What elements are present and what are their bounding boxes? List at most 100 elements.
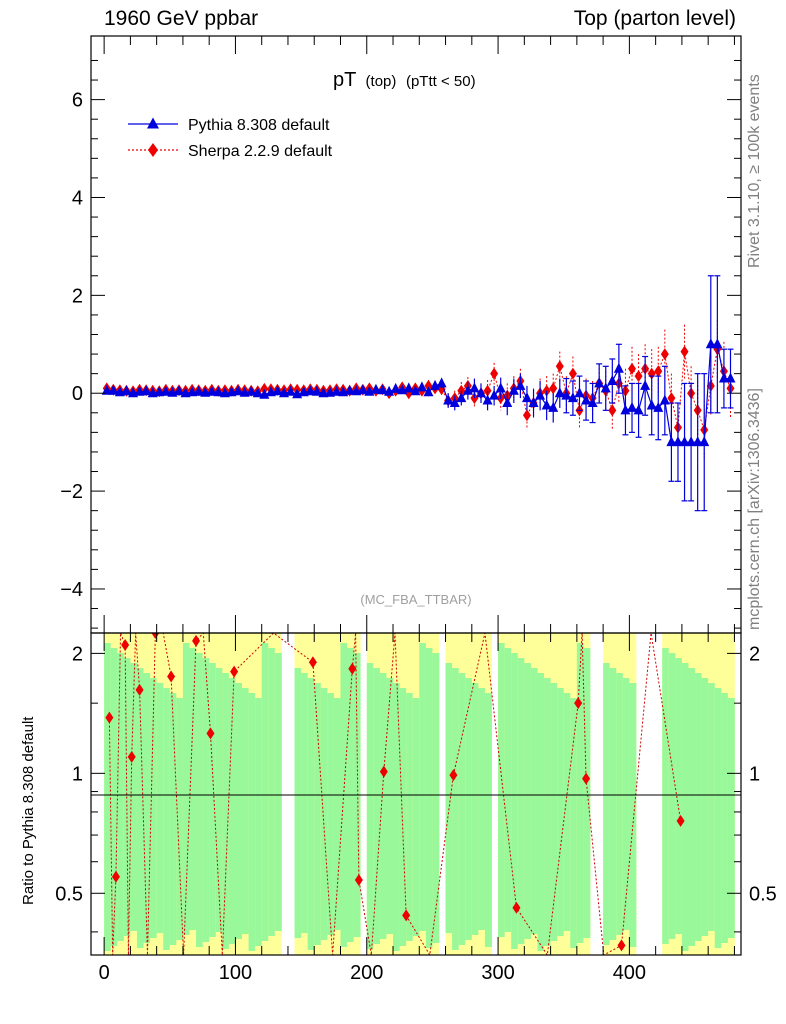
y-tick-label-ratio-right: 2 xyxy=(749,643,760,665)
band-green xyxy=(366,663,374,949)
ratio-point-sherpa xyxy=(512,901,521,914)
band-green xyxy=(419,643,427,931)
band-green xyxy=(511,653,519,949)
ratio-point-sherpa xyxy=(379,765,388,778)
band-green xyxy=(373,668,381,944)
y-tick-label-main: −2 xyxy=(60,481,83,503)
band-green xyxy=(255,698,263,946)
point-pythia xyxy=(528,397,539,408)
band-green xyxy=(662,648,670,944)
point-pythia xyxy=(252,387,263,398)
ratio-point-sherpa xyxy=(574,697,583,710)
ratio-y-axis-label: Ratio to Pythia 8.308 default xyxy=(20,716,37,905)
point-pythia xyxy=(436,377,447,388)
band-green xyxy=(445,663,453,933)
point-pythia xyxy=(502,397,513,408)
point-pythia xyxy=(489,389,500,400)
point-pythia xyxy=(311,385,322,396)
point-pythia xyxy=(607,374,618,385)
point-sherpa xyxy=(555,360,564,373)
band-green xyxy=(478,688,486,930)
point-pythia xyxy=(377,384,388,395)
x-tick-label: 100 xyxy=(219,962,252,984)
y-tick-label-main: 4 xyxy=(72,187,83,209)
ratio-point-sherpa xyxy=(121,638,130,651)
band-green xyxy=(314,683,322,945)
point-pythia xyxy=(443,394,454,405)
band-green xyxy=(458,673,466,945)
point-pythia xyxy=(134,385,145,396)
band-green xyxy=(307,678,315,950)
band-green xyxy=(393,683,400,951)
point-sherpa xyxy=(490,367,499,380)
point-pythia xyxy=(508,384,519,395)
band-green xyxy=(143,673,151,943)
band-green xyxy=(136,668,144,948)
ratio-point-sherpa xyxy=(111,870,120,883)
point-pythia xyxy=(666,436,677,447)
band-green xyxy=(301,673,309,933)
band-green xyxy=(320,688,328,940)
point-pythia xyxy=(646,399,657,410)
analysis-tag: (MC_FBA_TTBAR) xyxy=(360,592,471,607)
band-green xyxy=(117,653,125,941)
band-green xyxy=(110,648,118,946)
band-green xyxy=(150,678,158,938)
ratio-uncertainty-bands xyxy=(104,633,735,955)
band-green xyxy=(622,678,630,930)
rivet-version-label: Rivet 3.1.10, ≥ 100k events xyxy=(746,74,763,268)
band-green xyxy=(209,663,217,937)
point-pythia xyxy=(456,392,467,403)
band-green xyxy=(609,668,617,940)
point-pythia xyxy=(331,385,342,396)
point-pythia xyxy=(449,397,460,408)
point-pythia xyxy=(718,372,729,383)
point-pythia xyxy=(213,386,224,397)
point-pythia xyxy=(482,394,493,405)
band-green xyxy=(268,648,276,936)
ratio-point-sherpa xyxy=(206,727,215,740)
band-green xyxy=(274,653,282,931)
ratio-point-sherpa xyxy=(135,683,144,696)
band-green xyxy=(333,698,341,930)
ratio-point-sherpa xyxy=(127,750,136,763)
band-green xyxy=(104,643,112,951)
point-pythia xyxy=(187,386,198,397)
point-pythia xyxy=(233,385,244,396)
axis-ticks xyxy=(91,36,741,955)
band-green xyxy=(576,643,584,943)
band-green xyxy=(163,688,171,950)
ratio-markers-sherpa xyxy=(105,633,685,952)
point-pythia xyxy=(318,387,329,398)
ratio-point-sherpa xyxy=(151,633,160,639)
band-green xyxy=(412,698,420,936)
band-green xyxy=(202,658,210,942)
point-pythia xyxy=(173,385,184,396)
point-pythia xyxy=(305,385,316,396)
band-green xyxy=(189,648,197,930)
band-green xyxy=(156,683,164,933)
point-pythia xyxy=(633,404,644,415)
ratio-point-sherpa xyxy=(348,662,357,675)
band-green xyxy=(668,653,676,939)
legend-label-sherpa: Sherpa 2.2.9 default xyxy=(188,143,333,160)
header-right: Top (parton level) xyxy=(573,7,736,30)
point-pythia xyxy=(554,387,565,398)
point-pythia xyxy=(521,392,532,403)
plot-title-sub2: (pTtt < 50) xyxy=(406,73,476,90)
band-green xyxy=(695,673,703,941)
y-tick-label-main: −4 xyxy=(60,579,83,601)
band-green xyxy=(517,658,525,944)
point-pythia xyxy=(705,338,716,349)
point-pythia xyxy=(246,385,257,396)
band-green xyxy=(524,663,532,939)
point-pythia xyxy=(285,385,296,396)
ratio-point-sherpa xyxy=(230,665,239,678)
ratio-point-sherpa xyxy=(308,656,317,669)
legend: Pythia 8.308 default Sherpa 2.2.9 defaul… xyxy=(128,117,333,160)
point-pythia xyxy=(581,394,592,405)
point-pythia xyxy=(600,382,611,393)
point-pythia xyxy=(659,394,670,405)
point-pythia xyxy=(548,401,559,412)
